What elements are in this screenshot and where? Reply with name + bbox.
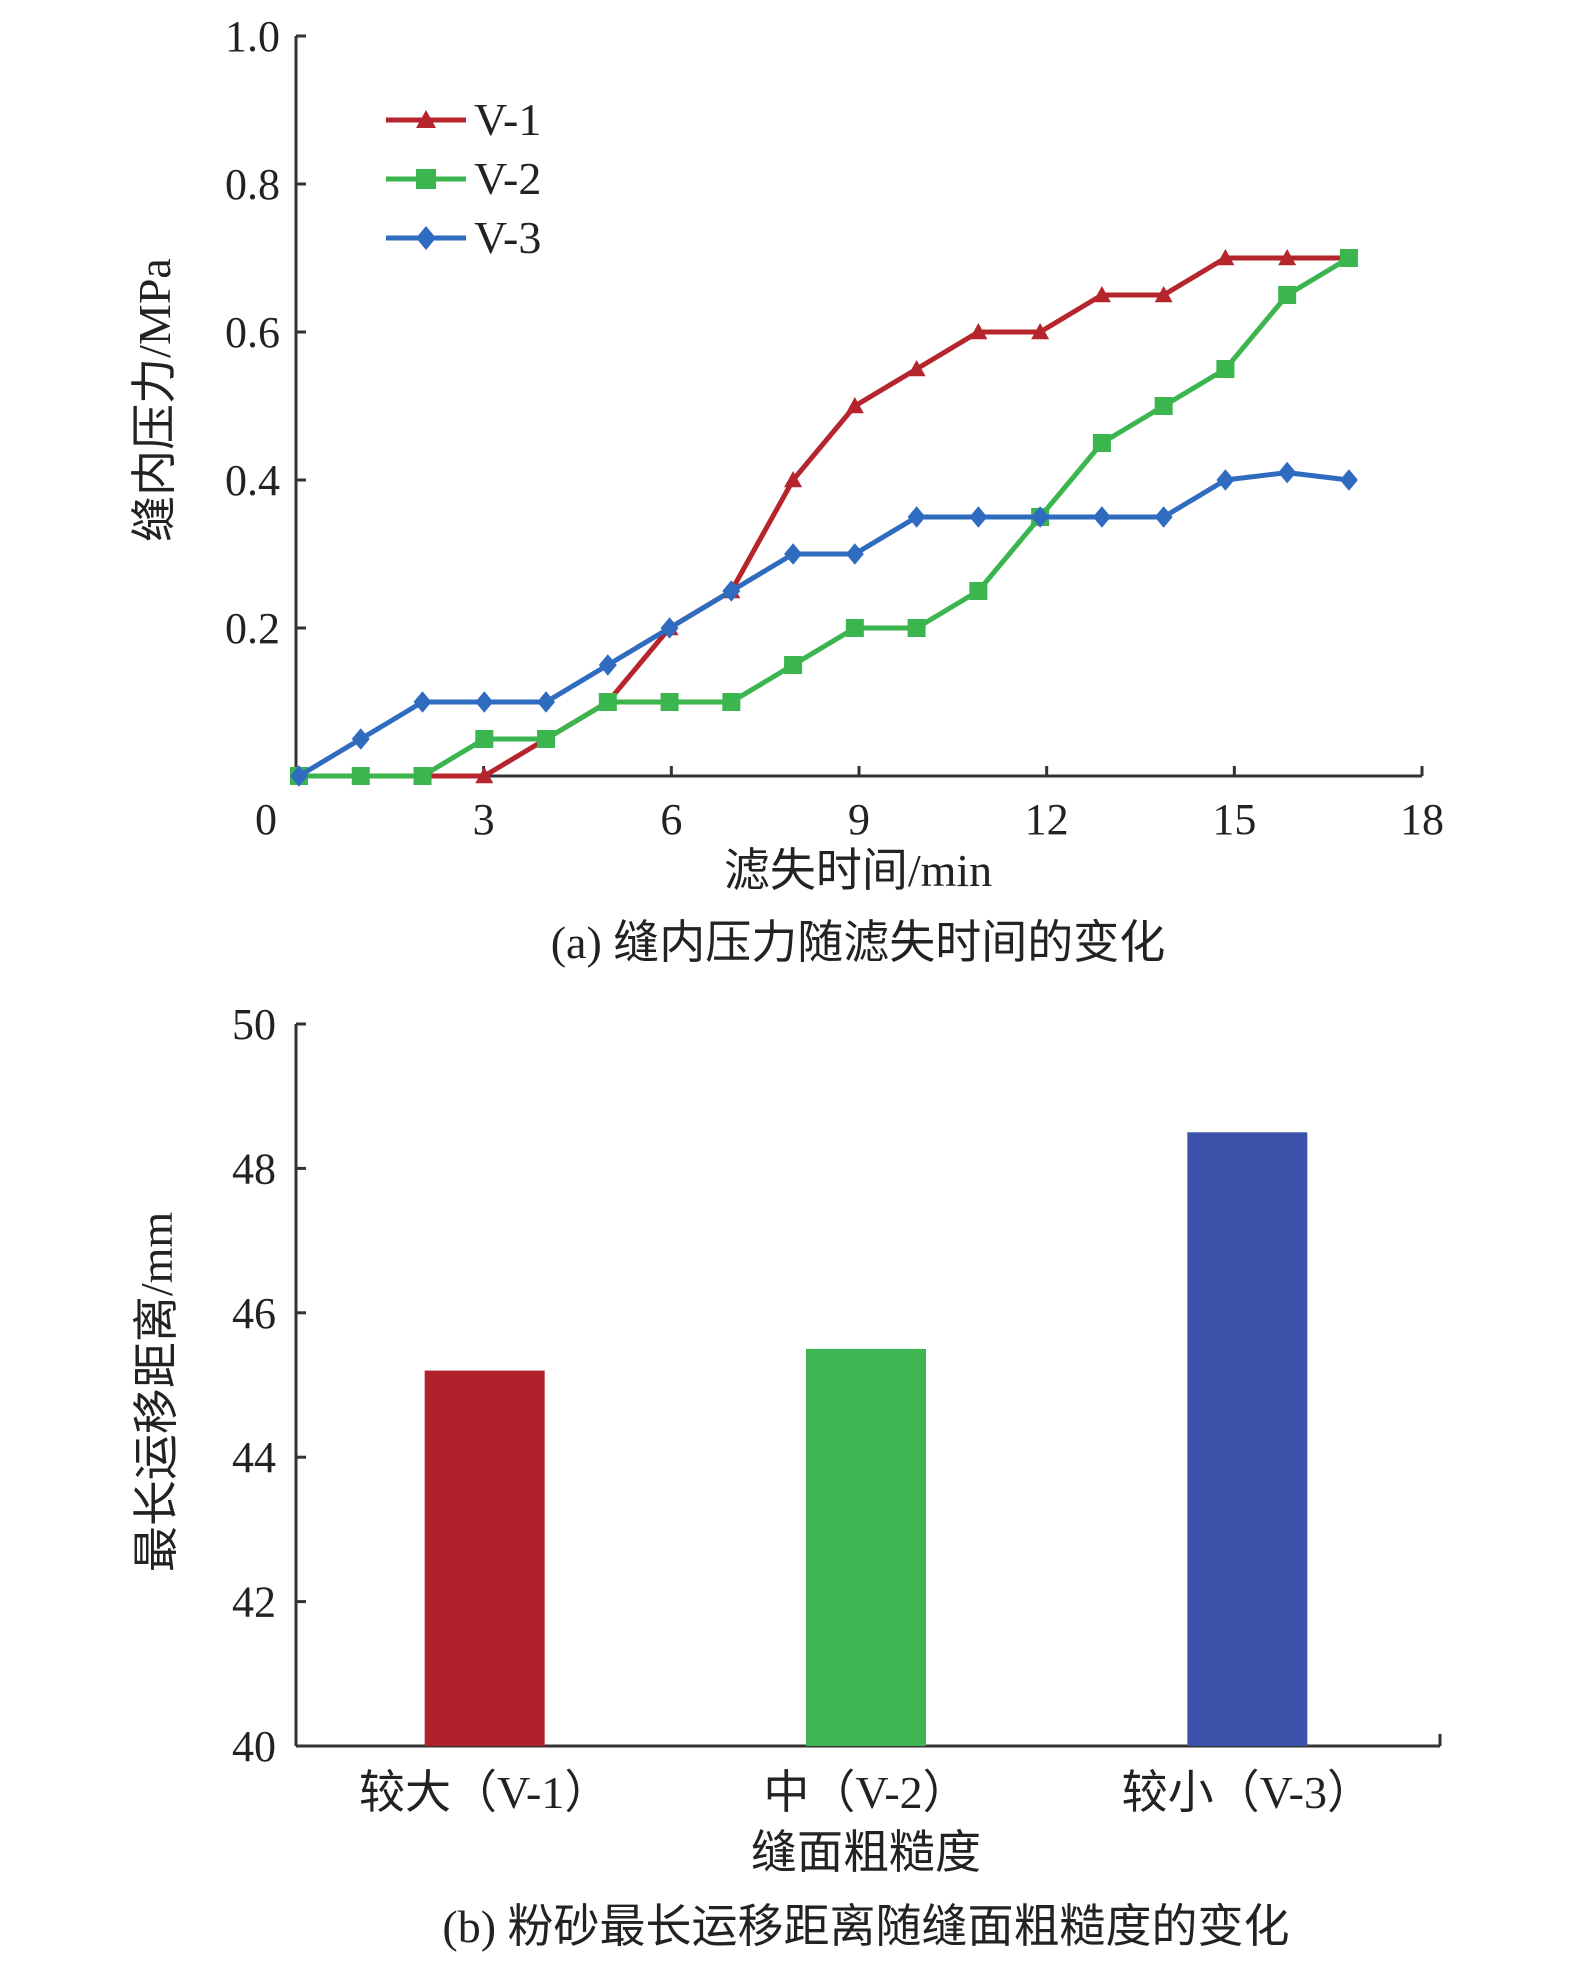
- line-chart-x-axis-title: 滤失时间/min: [724, 845, 992, 896]
- data-point: [1154, 397, 1173, 415]
- data-point: [722, 693, 741, 711]
- legend-marker: [416, 169, 436, 189]
- legend-marker: [416, 226, 436, 250]
- category-label: 较大（V-1）: [359, 1767, 610, 1818]
- y-tick-label: 40: [232, 1722, 276, 1771]
- line-chart-series: [290, 249, 1358, 787]
- data-point: [907, 506, 926, 528]
- data-point: [784, 471, 803, 488]
- data-point: [722, 580, 741, 602]
- pressure-line-chart: 0.2 0.4 0.6 0.8 1.0 0 3 6 9 12 15 18 V-1 V-2 V-3 缝内压力…: [129, 12, 1444, 968]
- data-point: [475, 691, 494, 713]
- x-tick-label: 9: [848, 795, 870, 844]
- distance-bar-chart: 40 42 44 46 48 50 较大（V-1） 中（V-2） 较小（V-3） 最长运移距离…: [131, 1000, 1442, 1952]
- data-point: [1278, 249, 1297, 266]
- bar-chart-x-axis-title: 缝面粗糙度: [751, 1827, 981, 1878]
- legend-item-v-1: V-1: [386, 94, 541, 145]
- data-point: [537, 730, 556, 748]
- bar-chart-bars: [424, 1132, 1308, 1746]
- series-v-3: [290, 461, 1358, 787]
- y-tick-label: 50: [232, 1000, 276, 1049]
- data-point: [413, 767, 432, 785]
- data-point: [969, 323, 988, 340]
- series-v-2: [290, 249, 1358, 785]
- y-tick-label: 0.4: [225, 456, 280, 505]
- data-point: [845, 397, 864, 414]
- data-point: [1154, 286, 1173, 303]
- bar-2: [806, 1348, 926, 1746]
- x-tick-label: 6: [660, 795, 682, 844]
- y-tick-label: 1.0: [225, 12, 280, 61]
- data-point: [475, 730, 494, 748]
- data-point: [1216, 469, 1235, 491]
- category-label: 中（V-2）: [763, 1767, 968, 1818]
- data-point: [784, 656, 803, 674]
- data-point: [660, 693, 679, 711]
- data-point: [907, 619, 926, 637]
- y-tick-label: 0.6: [225, 308, 280, 357]
- y-tick-label: 46: [232, 1289, 276, 1338]
- y-tick-label: 48: [232, 1144, 276, 1193]
- data-point: [290, 765, 308, 787]
- legend-marker: [416, 110, 436, 128]
- legend-label: V-2: [474, 153, 541, 204]
- data-point: [1339, 469, 1358, 491]
- data-point: [1216, 360, 1235, 378]
- line-chart-ticks: 0.2 0.4 0.6 0.8 1.0 0 3 6 9 12 15 18: [225, 12, 1444, 844]
- y-tick-label: 42: [232, 1578, 276, 1627]
- legend-item-v-2: V-2: [386, 153, 541, 204]
- x-tick-label: 18: [1400, 795, 1444, 844]
- data-point: [598, 654, 617, 676]
- data-point: [475, 767, 494, 784]
- bar-3: [1187, 1132, 1308, 1746]
- bar-chart-category-labels: 较大（V-1） 中（V-2） 较小（V-3）: [359, 1767, 1373, 1818]
- data-point: [413, 691, 432, 713]
- legend-label: V-1: [474, 94, 541, 145]
- bar-chart-y-axis-title: 最长运移距离/mm: [131, 1212, 182, 1573]
- legend-item-v-3: V-3: [386, 212, 541, 263]
- legend-label: V-3: [474, 212, 541, 263]
- data-point: [1031, 323, 1050, 340]
- series-line-v-1: [299, 255, 1349, 779]
- series-line-v-2: [299, 255, 1351, 779]
- line-chart-caption: (a) 缝内压力随滤失时间的变化: [551, 917, 1166, 968]
- data-point: [907, 360, 926, 377]
- data-point: [1031, 506, 1050, 528]
- x-tick-label: 3: [473, 795, 495, 844]
- data-point: [845, 619, 864, 637]
- data-point: [784, 543, 803, 565]
- data-point: [1278, 461, 1297, 484]
- category-label: 较小（V-3）: [1122, 1767, 1373, 1818]
- data-point: [1092, 506, 1111, 528]
- data-point: [845, 543, 864, 565]
- x-tick-label: 15: [1212, 795, 1256, 844]
- data-point: [969, 506, 988, 528]
- data-point: [1092, 434, 1111, 452]
- x-tick-label: 12: [1025, 795, 1069, 844]
- bar-chart-ticks: 40 42 44 46 48 50: [232, 1000, 306, 1771]
- bar-chart-caption: (b) 粉砂最长运移距离随缝面粗糙度的变化: [442, 1901, 1289, 1952]
- data-point: [969, 582, 988, 600]
- y-tick-label: 0.8: [225, 160, 280, 209]
- data-point: [1278, 286, 1297, 304]
- data-point: [1092, 286, 1111, 303]
- data-point: [1339, 249, 1358, 267]
- data-point: [598, 693, 617, 711]
- bar-1: [424, 1370, 545, 1746]
- x-tick-label: 0: [255, 795, 277, 844]
- data-point: [351, 767, 370, 785]
- data-point: [660, 617, 679, 639]
- y-tick-label: 44: [232, 1433, 276, 1482]
- data-point: [351, 728, 370, 750]
- data-point: [537, 691, 556, 713]
- data-point: [1216, 249, 1235, 266]
- data-point: [1154, 506, 1173, 528]
- line-chart-legend: V-1 V-2 V-3: [386, 94, 541, 263]
- y-tick-label: 0.2: [225, 604, 280, 653]
- line-chart-y-axis-title: 缝内压力/MPa: [129, 258, 180, 542]
- series-line-v-3: [297, 470, 1350, 779]
